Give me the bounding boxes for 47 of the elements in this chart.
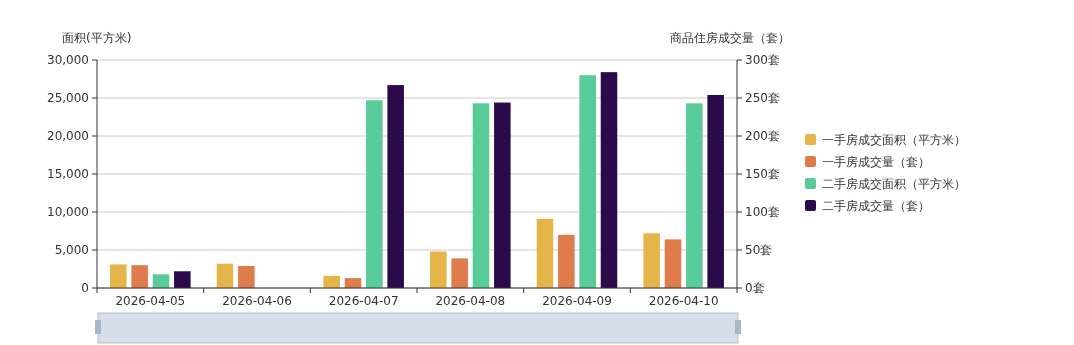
bar [494,102,511,288]
x-tick-label: 2026-04-10 [648,294,719,308]
y2-tick-label: 150套 [745,167,780,181]
y2-axis-title: 商品住房成交量（套） [670,31,790,45]
y-axis-title: 面积(平方米) [62,31,132,45]
y2-tick-label: 100套 [745,205,780,219]
x-tick-label: 2026-04-08 [435,294,506,308]
x-tick-label: 2026-04-09 [542,294,612,308]
bar [110,264,127,288]
y-tick-label: 25,000 [47,91,89,105]
bar [451,258,468,288]
bar [216,263,234,288]
bar [238,265,255,288]
y2-tick-label: 0套 [745,281,765,295]
bar [558,234,575,288]
y-tick-label: 30,000 [47,53,89,67]
x-tick-label: 2026-04-05 [115,294,186,308]
bar [472,103,490,288]
bar [664,239,682,288]
bar [536,218,554,288]
y2-tick-label: 200套 [745,129,780,143]
y2-tick-label: 50套 [745,243,773,257]
bar [366,100,383,288]
bar [323,275,340,288]
x-tick-label: 2026-04-06 [222,294,292,308]
y-tick-label: 5,000 [54,243,89,257]
y2-tick-label: 300套 [745,53,780,67]
x-tick-label: 2026-04-07 [328,294,399,308]
legend-label: 二手房成交面积（平方米） [822,177,966,191]
bar [131,265,148,288]
bar [686,103,703,288]
legend-label: 二手房成交量（套） [822,199,930,213]
bar [643,233,660,288]
y-tick-label: 10,000 [47,205,89,219]
bar [600,72,618,288]
bar [387,85,404,288]
bar [174,271,191,288]
bar [579,75,596,288]
bar [707,94,724,288]
y-tick-label: 0 [81,281,89,295]
y-tick-label: 20,000 [47,129,89,143]
bar [152,274,170,288]
y-tick-label: 15,000 [47,167,89,181]
legend-label: 一手房成交量（套） [822,155,930,169]
legend-label: 一手房成交面积（平方米） [822,133,966,147]
bar [430,251,447,288]
y2-tick-label: 250套 [745,91,780,105]
